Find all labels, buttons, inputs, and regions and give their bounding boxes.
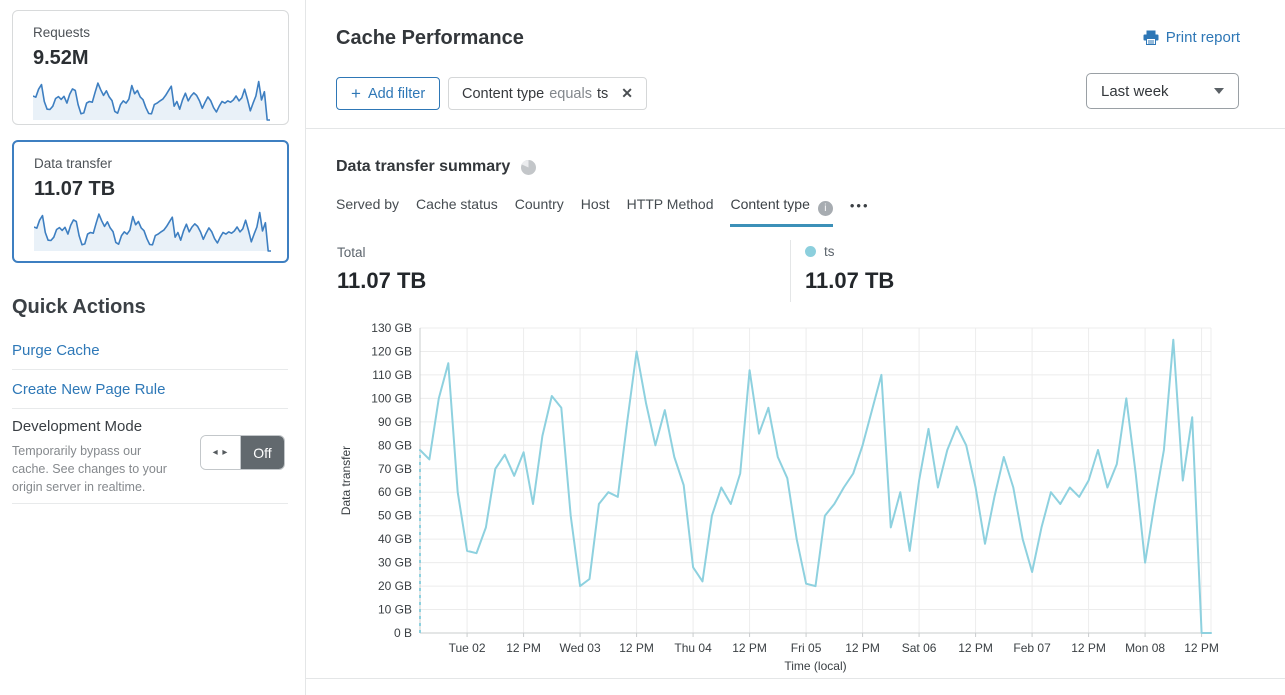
svg-text:60 GB: 60 GB	[378, 485, 412, 499]
requests-sparkline-chart	[33, 80, 270, 121]
svg-text:90 GB: 90 GB	[378, 415, 412, 429]
svg-text:12 PM: 12 PM	[958, 641, 993, 655]
total-label: Total	[337, 245, 366, 260]
plus-icon: +	[351, 84, 361, 103]
requests-card-label: Requests	[33, 25, 91, 40]
svg-text:Mon 08: Mon 08	[1125, 641, 1165, 655]
header-divider	[306, 128, 1285, 129]
create-page-rule-link[interactable]: Create New Page Rule	[12, 381, 166, 398]
svg-text:Tue 02: Tue 02	[449, 641, 486, 655]
printer-icon	[1143, 30, 1159, 45]
close-icon[interactable]: ✕	[621, 85, 633, 101]
add-filter-label: Add filter	[367, 85, 426, 102]
data-transfer-chart[interactable]: 0 B 10 GB 20 GB 30 GB 40 GB 50 GB 60 GB 70 GB 80…	[336, 316, 1231, 678]
requests-card-value: 9.52M	[33, 47, 89, 69]
stats-divider	[790, 240, 791, 302]
svg-text:100 GB: 100 GB	[371, 391, 412, 405]
svg-text:Time (local): Time (local)	[784, 659, 846, 673]
tab-http-method[interactable]: HTTP Method	[626, 196, 714, 212]
legend-series-value: 11.07 TB	[805, 268, 895, 293]
sidebar-divider	[12, 503, 288, 504]
filter-operator: equals	[549, 85, 592, 102]
info-icon[interactable]: i	[817, 201, 833, 216]
svg-text:80 GB: 80 GB	[378, 438, 412, 452]
svg-text:Sat 06: Sat 06	[902, 641, 937, 655]
development-mode-toggle[interactable]: ◂ ▸ Off	[200, 435, 285, 470]
tab-country[interactable]: Country	[514, 196, 564, 212]
legend-dot	[805, 246, 816, 257]
svg-text:40 GB: 40 GB	[378, 532, 412, 546]
sidebar-divider	[12, 408, 288, 409]
tab-served-by[interactable]: Served by	[336, 196, 400, 212]
requests-metric-card[interactable]: Requests 9.52M	[12, 10, 289, 125]
svg-text:130 GB: 130 GB	[371, 321, 412, 335]
svg-text:12 PM: 12 PM	[732, 641, 767, 655]
chevron-down-icon	[1214, 88, 1224, 94]
data-transfer-sparkline-chart	[34, 211, 271, 252]
pie-chart-icon	[521, 159, 537, 175]
tab-host[interactable]: Host	[580, 196, 610, 212]
section-bottom-divider	[306, 678, 1285, 679]
total-value: 11.07 TB	[337, 268, 427, 293]
svg-text:12 PM: 12 PM	[506, 641, 541, 655]
svg-text:70 GB: 70 GB	[378, 462, 412, 476]
svg-text:110 GB: 110 GB	[372, 368, 412, 382]
data-transfer-card-value: 11.07 TB	[34, 178, 116, 200]
page-title: Cache Performance	[336, 27, 524, 49]
svg-text:0 B: 0 B	[394, 626, 412, 640]
legend-item-ts[interactable]: ts	[805, 244, 835, 259]
toggle-state-label: Off	[241, 436, 284, 469]
time-range-select[interactable]: Last week	[1086, 73, 1239, 109]
print-report-button[interactable]: Print report	[1143, 29, 1240, 46]
filter-field: Content type	[462, 85, 545, 102]
svg-text:Wed 03: Wed 03	[560, 641, 601, 655]
tab-cache-status[interactable]: Cache status	[416, 196, 498, 212]
development-mode-description: Temporarily bypass our cache. See change…	[12, 444, 167, 495]
svg-text:12 PM: 12 PM	[1071, 641, 1106, 655]
data-transfer-metric-card[interactable]: Data transfer 11.07 TB	[12, 140, 289, 263]
svg-text:50 GB: 50 GB	[378, 509, 412, 523]
ellipsis-icon[interactable]: •••	[849, 198, 870, 213]
summary-tabs: Served by Cache status Country Host HTTP Met…	[336, 196, 870, 227]
svg-text:120 GB: 120 GB	[371, 344, 412, 358]
add-filter-button[interactable]: + Add filter	[336, 77, 441, 110]
line-chart-plot[interactable]: 0 B 10 GB 20 GB 30 GB 40 GB 50 GB 60 GB 70 GB 80…	[336, 316, 1231, 678]
svg-text:30 GB: 30 GB	[378, 556, 412, 570]
svg-text:12 PM: 12 PM	[619, 641, 654, 655]
svg-text:12 PM: 12 PM	[1184, 641, 1219, 655]
development-mode-title: Development Mode	[12, 418, 143, 435]
quick-actions-title: Quick Actions	[12, 296, 146, 318]
filter-chip-content-type[interactable]: Content type equals ts ✕	[448, 77, 647, 110]
legend-name: ts	[824, 244, 835, 259]
toggle-arrows-icon: ◂ ▸	[201, 436, 241, 469]
svg-text:10 GB: 10 GB	[378, 603, 412, 617]
svg-text:Data transfer: Data transfer	[339, 446, 353, 515]
svg-text:Fri 05: Fri 05	[791, 641, 822, 655]
svg-text:20 GB: 20 GB	[378, 579, 412, 593]
print-report-label: Print report	[1165, 29, 1240, 46]
filter-value: ts	[596, 85, 609, 102]
summary-title: Data transfer summary	[336, 158, 511, 175]
sidebar-divider	[12, 369, 288, 370]
purge-cache-link[interactable]: Purge Cache	[12, 342, 100, 359]
tab-content-type[interactable]: Content type i	[730, 196, 833, 227]
svg-text:Feb 07: Feb 07	[1013, 641, 1051, 655]
data-transfer-card-label: Data transfer	[34, 156, 113, 171]
time-range-value: Last week	[1101, 82, 1169, 100]
svg-text:Thu 04: Thu 04	[674, 641, 712, 655]
sidebar-main-divider	[305, 0, 306, 695]
svg-text:12 PM: 12 PM	[845, 641, 880, 655]
